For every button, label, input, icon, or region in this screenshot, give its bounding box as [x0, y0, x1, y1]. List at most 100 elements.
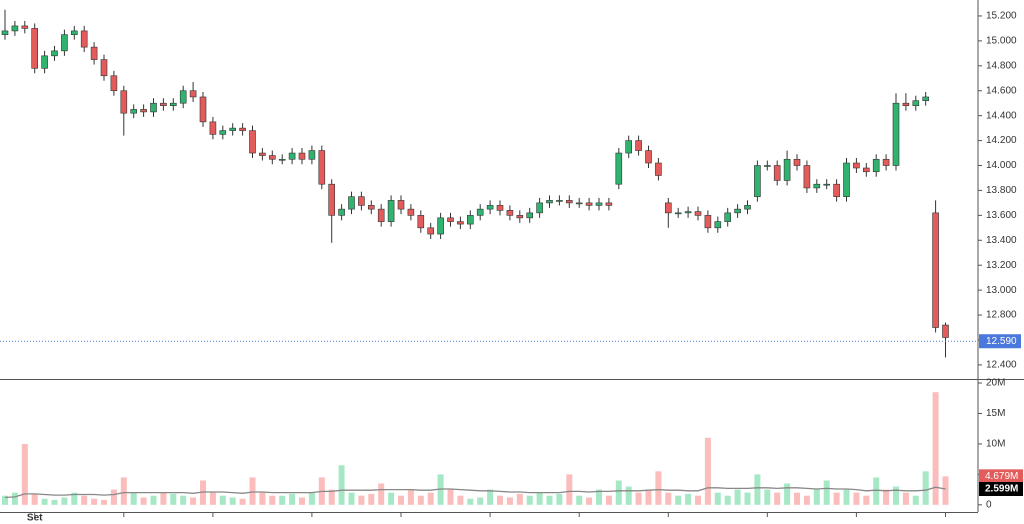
volume-bar — [794, 492, 800, 505]
candle-body — [209, 121, 217, 135]
candle-body — [823, 183, 831, 186]
candle-body — [556, 200, 563, 202]
candle-body — [338, 208, 345, 216]
y-tick-label: 15.000 — [986, 36, 1017, 47]
candle-body — [506, 210, 514, 216]
volume-bar — [932, 392, 939, 505]
candle-body — [912, 100, 920, 106]
candle-body — [259, 152, 266, 156]
candle-body — [229, 127, 236, 131]
volume-bar — [467, 498, 474, 505]
volume-bar — [516, 493, 523, 505]
volume-bar — [398, 495, 404, 505]
volume-label-box — [979, 469, 1023, 484]
volume-bar — [853, 492, 860, 505]
volume-bar — [704, 437, 711, 505]
volume-bar — [269, 495, 276, 505]
candle-body — [496, 205, 504, 211]
candle-body — [853, 162, 860, 169]
volume-bar — [219, 495, 226, 505]
candle-body — [793, 158, 801, 166]
volume-bar — [497, 495, 503, 505]
candle-body — [694, 211, 702, 216]
candle-body — [397, 200, 405, 210]
volume-bar — [130, 492, 137, 505]
candle-body — [843, 162, 850, 197]
volume-bar — [833, 492, 840, 505]
volume-bar — [764, 489, 771, 505]
candle-body — [813, 183, 821, 189]
volume-bar — [625, 486, 632, 505]
volume-bar — [308, 492, 315, 505]
candle-body — [31, 28, 39, 69]
price-label: 12.590 — [986, 336, 1017, 347]
candle-body — [427, 227, 435, 235]
volume-bar — [902, 492, 909, 505]
candle-body — [278, 158, 286, 161]
volume-bar — [110, 489, 117, 505]
candle-body — [1, 30, 9, 35]
volume-bar — [487, 489, 494, 505]
volume-bar — [477, 497, 484, 505]
candle-body — [902, 102, 910, 106]
volume-bar — [101, 499, 107, 505]
volume-bar — [170, 493, 177, 505]
candle-body — [466, 215, 474, 225]
y-tick-label: 13.000 — [986, 285, 1017, 296]
volume-bar — [180, 495, 187, 505]
volume-bar — [744, 492, 751, 505]
volume-bar — [675, 495, 682, 505]
candle-body — [239, 127, 246, 131]
candle-body — [486, 205, 494, 210]
volume-bar — [51, 499, 58, 505]
candle-body — [645, 150, 652, 164]
candle-body — [803, 165, 811, 189]
candle-body — [447, 217, 454, 222]
volume-bar — [922, 471, 929, 505]
candle-body — [704, 215, 712, 229]
candle-body — [199, 96, 207, 123]
candle-body — [942, 324, 949, 338]
ma-label-box — [979, 481, 1023, 496]
volume-bar — [685, 493, 692, 505]
volume-bar — [338, 465, 345, 505]
volume-bar — [2, 495, 8, 505]
candle-body — [377, 208, 385, 222]
candle-body — [90, 46, 98, 60]
volume-bar — [279, 495, 286, 505]
volume-bar — [596, 489, 602, 505]
candle-body — [318, 150, 326, 185]
volume-bar — [328, 489, 335, 505]
candle-body — [358, 196, 365, 206]
candle-body — [922, 96, 930, 102]
volume-bar — [71, 492, 78, 505]
volume-bar — [665, 492, 672, 505]
candle-body — [328, 183, 336, 216]
candle-body — [565, 200, 573, 204]
candle-body — [516, 215, 524, 219]
volume-label: 4.679M — [985, 471, 1018, 482]
candle-body — [615, 152, 623, 185]
volume-bar — [566, 474, 573, 505]
candle-body — [150, 102, 157, 113]
candle-body — [80, 30, 88, 48]
volume-bar — [873, 477, 880, 505]
volume-bar — [407, 489, 414, 505]
volume-bar — [417, 495, 424, 505]
candle-body — [684, 211, 692, 214]
ma-label: 2.599M — [985, 484, 1018, 495]
candle-body — [833, 183, 840, 197]
candle-body — [71, 30, 78, 35]
candle-body — [734, 208, 741, 214]
candle-body — [882, 158, 890, 166]
y-tick-label: 13.200 — [986, 260, 1017, 271]
volume-bar — [358, 495, 365, 505]
candle-body — [437, 217, 444, 235]
price-label-box — [979, 334, 1021, 349]
volume-bar — [546, 495, 553, 505]
volume-bar — [21, 443, 28, 505]
candle-body — [298, 152, 306, 160]
volume-bar — [91, 498, 98, 505]
candle-body — [664, 202, 672, 214]
candle-body — [763, 165, 771, 167]
